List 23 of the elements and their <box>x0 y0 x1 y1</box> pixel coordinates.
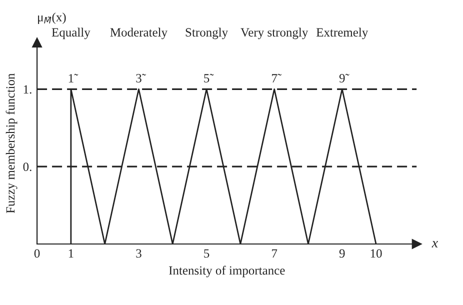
annotation: 5̃ <box>204 74 214 82</box>
text: Very strongly <box>240 28 308 40</box>
y-tick-label: 0. <box>23 162 32 172</box>
text: Extremely <box>316 28 368 40</box>
x-axis-title: Intensity of importance <box>169 266 285 278</box>
x-tick-label: 5 <box>204 249 210 258</box>
text: x <box>432 240 438 248</box>
text: Strongly <box>186 28 228 40</box>
annotation: 7̃ <box>272 74 282 82</box>
x-tick-label: 1 <box>68 249 74 258</box>
annotation: 3̃ <box>136 74 146 82</box>
text: Equally <box>52 28 90 40</box>
text: μ$_{M̃}$(x) <box>38 12 66 24</box>
y-axis-title: Fuzzy membership function <box>6 73 18 214</box>
annotation: 1̃ <box>68 74 78 82</box>
x-tick-label: 3 <box>136 249 142 258</box>
x-tick-label: 0 <box>34 249 40 258</box>
x-tick-label: 7 <box>272 249 278 258</box>
y-tick-label: 1. <box>24 85 32 94</box>
x-tick-label: 9 <box>339 249 345 258</box>
x-tick-label: 10 <box>370 249 382 258</box>
text: Moderately <box>110 28 168 40</box>
annotation: 9̃ <box>339 74 350 82</box>
